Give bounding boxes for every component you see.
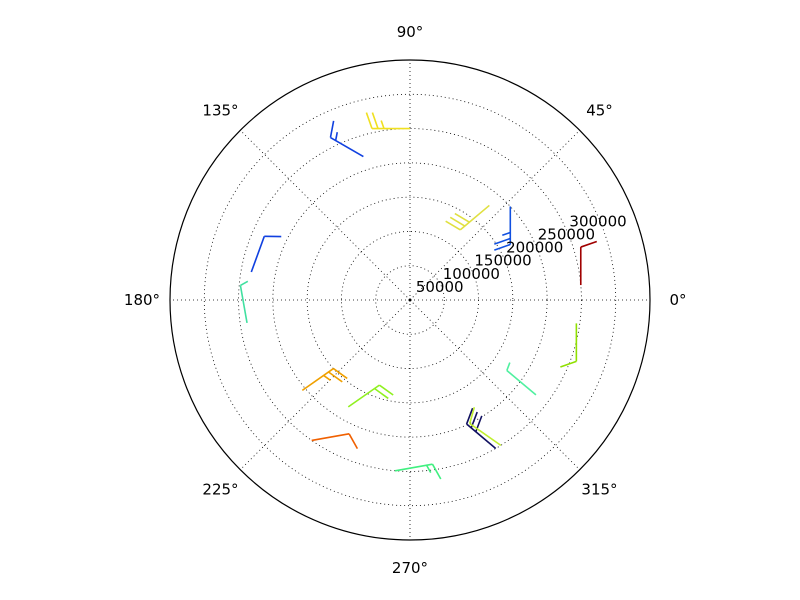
angle-tick-label-3: 135° bbox=[202, 101, 238, 119]
angular-gridline-5 bbox=[240, 299, 411, 470]
angle-tick-label-6: 270° bbox=[392, 559, 428, 577]
barb-flag bbox=[502, 231, 511, 237]
barb-staff bbox=[301, 367, 334, 392]
barb-staff bbox=[311, 433, 350, 442]
wind-barb-6 bbox=[250, 235, 282, 273]
barb-flag bbox=[431, 463, 442, 480]
barb-flag bbox=[560, 360, 577, 368]
angular-gridline-7 bbox=[409, 299, 580, 470]
barb-flag bbox=[371, 112, 379, 129]
wind-barb-2 bbox=[494, 206, 512, 251]
angle-tick-label-0: 0° bbox=[669, 291, 686, 309]
radial-gridline-3 bbox=[272, 162, 548, 438]
wind-barb-13 bbox=[468, 407, 502, 447]
barb-flag bbox=[465, 407, 474, 425]
barb-flag bbox=[380, 120, 385, 129]
wind-barb-12 bbox=[465, 407, 497, 450]
polar-frame bbox=[169, 59, 651, 541]
barb-flag bbox=[334, 132, 339, 141]
barb-flag bbox=[348, 433, 359, 450]
wind-barb-8 bbox=[301, 367, 348, 392]
barb-flag bbox=[323, 374, 331, 382]
barb-staff bbox=[459, 204, 490, 231]
barb-flag bbox=[468, 407, 476, 424]
barb-flag bbox=[374, 387, 389, 400]
polar-grid bbox=[169, 59, 651, 541]
wind-barb-7 bbox=[239, 280, 249, 324]
barbs-layer bbox=[239, 112, 598, 480]
barb-flag bbox=[328, 371, 343, 383]
barb-flag bbox=[580, 240, 598, 248]
barb-staff bbox=[394, 463, 433, 472]
angular-gridline-3 bbox=[240, 130, 411, 301]
angle-tick-label-4: 180° bbox=[124, 291, 160, 309]
polar-origin bbox=[408, 298, 412, 302]
barb-staff bbox=[466, 423, 497, 450]
radial-tick-label-0: 50000 bbox=[416, 278, 464, 296]
angle-tick-label-2: 90° bbox=[397, 23, 424, 41]
radial-gridline-5 bbox=[203, 93, 617, 507]
radial-gridline-2 bbox=[306, 196, 514, 404]
wind-barb-1 bbox=[329, 120, 364, 158]
barb-flag bbox=[332, 367, 348, 380]
radial-tick-label-3: 200000 bbox=[506, 239, 563, 257]
radial-tick-label-4: 250000 bbox=[538, 225, 595, 243]
barb-staff bbox=[250, 236, 266, 273]
wind-barb-11 bbox=[394, 463, 442, 480]
barb-staff bbox=[330, 136, 364, 158]
axis-labels: 0° 45° 90° 135° 180° 225° 270° 315° 500001000001… bbox=[124, 23, 687, 577]
wind-barb-10 bbox=[347, 384, 394, 408]
wind-barb-4 bbox=[579, 240, 598, 286]
barb-flag bbox=[240, 280, 249, 287]
barb-staff bbox=[347, 384, 380, 408]
barb-flag bbox=[378, 384, 394, 396]
barb-flag bbox=[449, 216, 466, 227]
wind-barb-5 bbox=[560, 323, 578, 368]
wind-barb-0 bbox=[365, 112, 410, 130]
barb-flag bbox=[454, 212, 470, 223]
barb-flag bbox=[425, 464, 432, 474]
radial-gridline-4 bbox=[238, 128, 582, 472]
barb-flag bbox=[445, 220, 461, 231]
barb-staff bbox=[506, 369, 537, 396]
barb-flag bbox=[365, 112, 373, 129]
barb-flag bbox=[494, 237, 511, 245]
barb-flag bbox=[329, 120, 335, 138]
radial-tick-label-2: 150000 bbox=[474, 252, 531, 270]
radial-gridline-0 bbox=[375, 265, 445, 335]
wind-barb-9 bbox=[311, 433, 359, 450]
angle-tick-label-1: 45° bbox=[586, 101, 613, 119]
barb-staff bbox=[239, 285, 248, 324]
wind-barb-3 bbox=[445, 204, 490, 231]
angle-tick-label-7: 315° bbox=[581, 481, 617, 499]
angular-gridline-1 bbox=[409, 130, 580, 301]
barb-staff bbox=[469, 422, 502, 447]
angle-tick-label-5: 225° bbox=[202, 481, 238, 499]
barb-flag bbox=[494, 243, 511, 251]
barb-flag bbox=[506, 362, 511, 371]
radial-tick-label-5: 300000 bbox=[569, 212, 626, 230]
radial-tick-label-1: 100000 bbox=[443, 265, 500, 283]
wind-barb-14 bbox=[506, 362, 537, 396]
